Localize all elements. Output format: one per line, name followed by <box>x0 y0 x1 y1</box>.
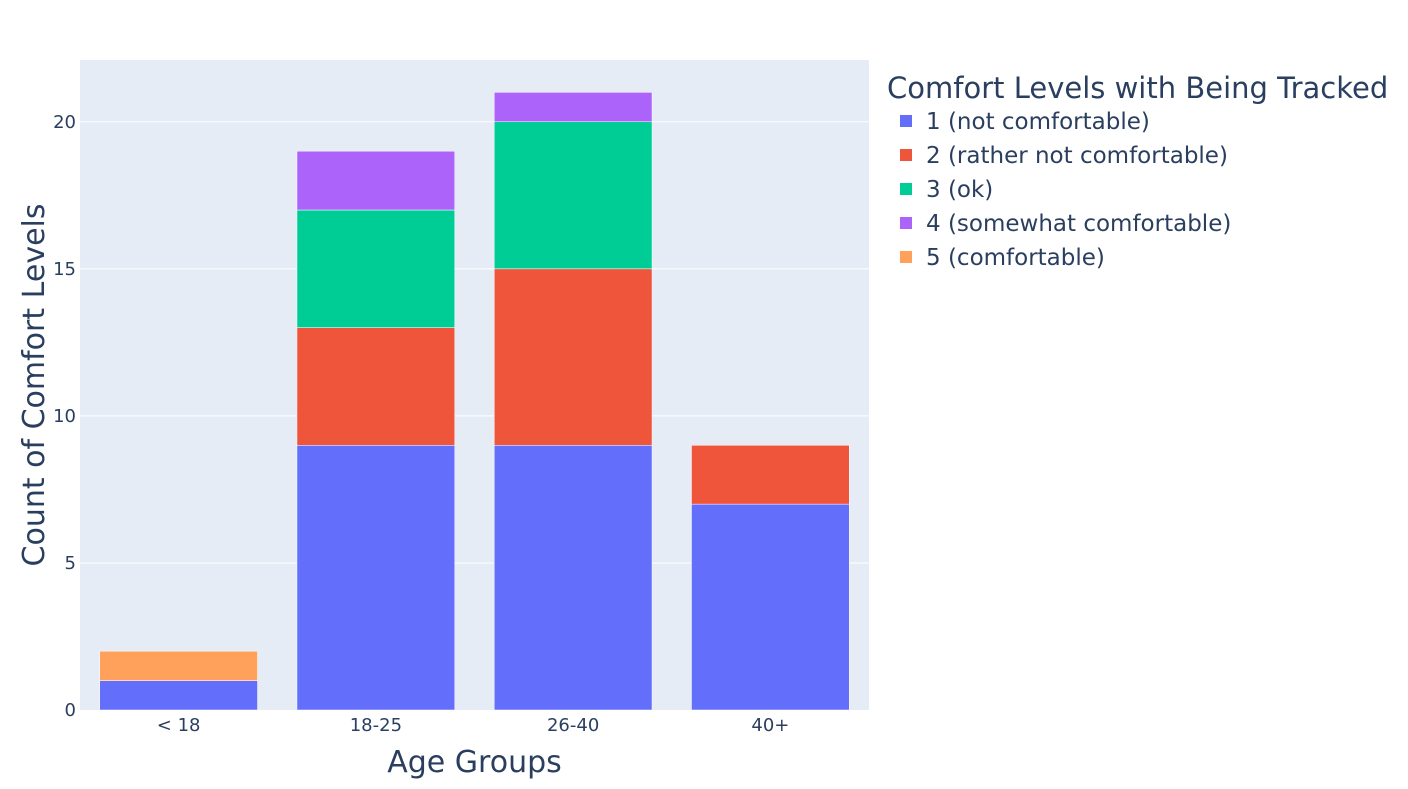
bar-40-series-2 <box>691 445 850 505</box>
bar-18-25-series-1 <box>296 445 456 711</box>
bar-18-series-1 <box>99 680 258 711</box>
bar-18-series-5 <box>99 650 258 681</box>
y-tick-label: 15 <box>53 259 76 280</box>
x-axis-title: Age Groups <box>387 745 562 780</box>
y-tick-label: 20 <box>53 112 76 133</box>
legend-label: 4 (somewhat comfortable) <box>926 211 1231 237</box>
x-tick-label: 18-25 <box>350 715 402 736</box>
legend-swatch <box>900 115 912 127</box>
x-tick-label: 40+ <box>751 715 789 736</box>
bar-26-40-series-2 <box>493 268 653 446</box>
x-tick-label: 26-40 <box>547 715 599 736</box>
bar-18-25-series-4 <box>296 150 456 211</box>
y-axis-title: Count of Comfort Levels <box>17 204 52 567</box>
legend-swatch <box>900 217 912 229</box>
legend-label: 2 (rather not comfortable) <box>926 143 1228 169</box>
legend-label: 5 (comfortable) <box>926 245 1105 271</box>
bars <box>99 92 850 711</box>
x-axis-ticks: < 18 18-25 26-40 40+ <box>157 715 790 736</box>
y-axis-ticks: 0 5 10 15 20 <box>53 112 76 721</box>
legend-title: Comfort Levels with Being Tracked <box>887 71 1388 105</box>
bar-18-25-series-2 <box>296 327 456 446</box>
bar-26-40-series-4 <box>493 92 653 123</box>
bar-18-25-series-3 <box>296 209 456 328</box>
y-tick-label: 0 <box>65 700 76 721</box>
bar-26-40-series-3 <box>493 121 653 270</box>
bar-40-series-1 <box>691 503 850 711</box>
y-tick-label: 5 <box>65 553 76 574</box>
legend-swatch <box>900 183 912 195</box>
legend-label: 3 (ok) <box>926 177 993 203</box>
bar-26-40-series-1 <box>493 445 653 711</box>
legend-swatch <box>900 251 912 263</box>
legend: Comfort Levels with Being Tracked 1 (not… <box>887 71 1388 271</box>
y-tick-label: 10 <box>53 406 76 427</box>
legend-swatch <box>900 149 912 161</box>
x-tick-label: < 18 <box>157 715 201 736</box>
legend-label: 1 (not comfortable) <box>926 109 1150 135</box>
